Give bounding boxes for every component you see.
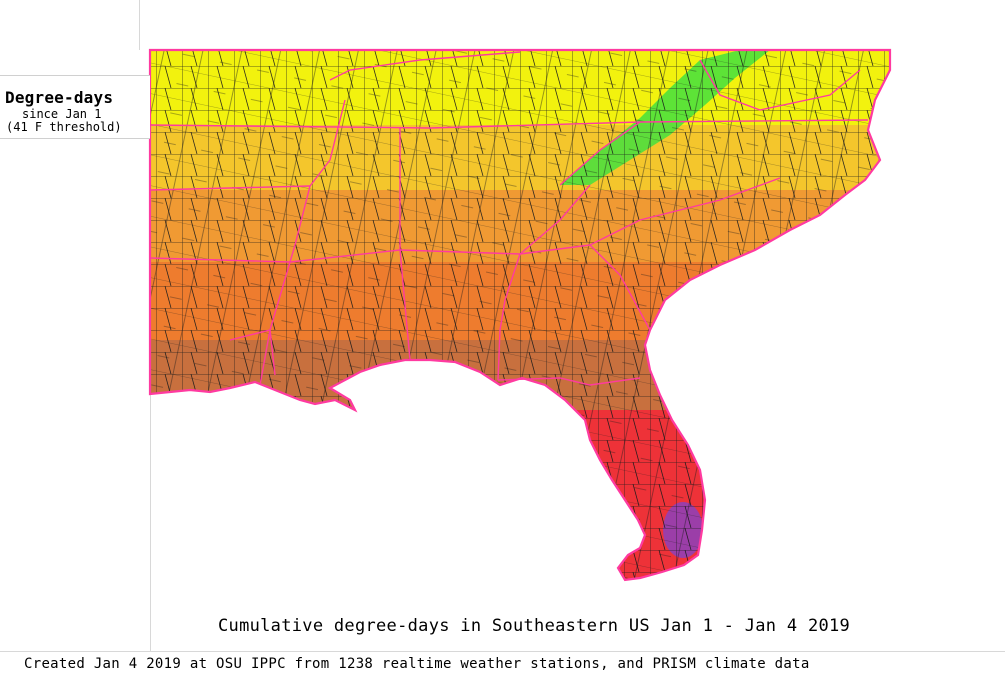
- legend: Degree-days since Jan 1 (41 F threshold): [0, 75, 150, 139]
- credit-line: Created Jan 4 2019 at OSU IPPC from 1238…: [24, 656, 810, 672]
- state-borders: [149, 51, 869, 386]
- county-borders: [150, 50, 890, 580]
- frame-line: [139, 0, 140, 50]
- frame-line: [0, 651, 1005, 652]
- legend-subtitle: since Jan 1: [22, 107, 102, 121]
- map-title: Cumulative degree-days in Southeastern U…: [218, 616, 851, 636]
- legend-threshold: (41 F threshold): [6, 120, 122, 134]
- land-area: [150, 50, 890, 580]
- legend-title: Degree-days: [5, 88, 114, 107]
